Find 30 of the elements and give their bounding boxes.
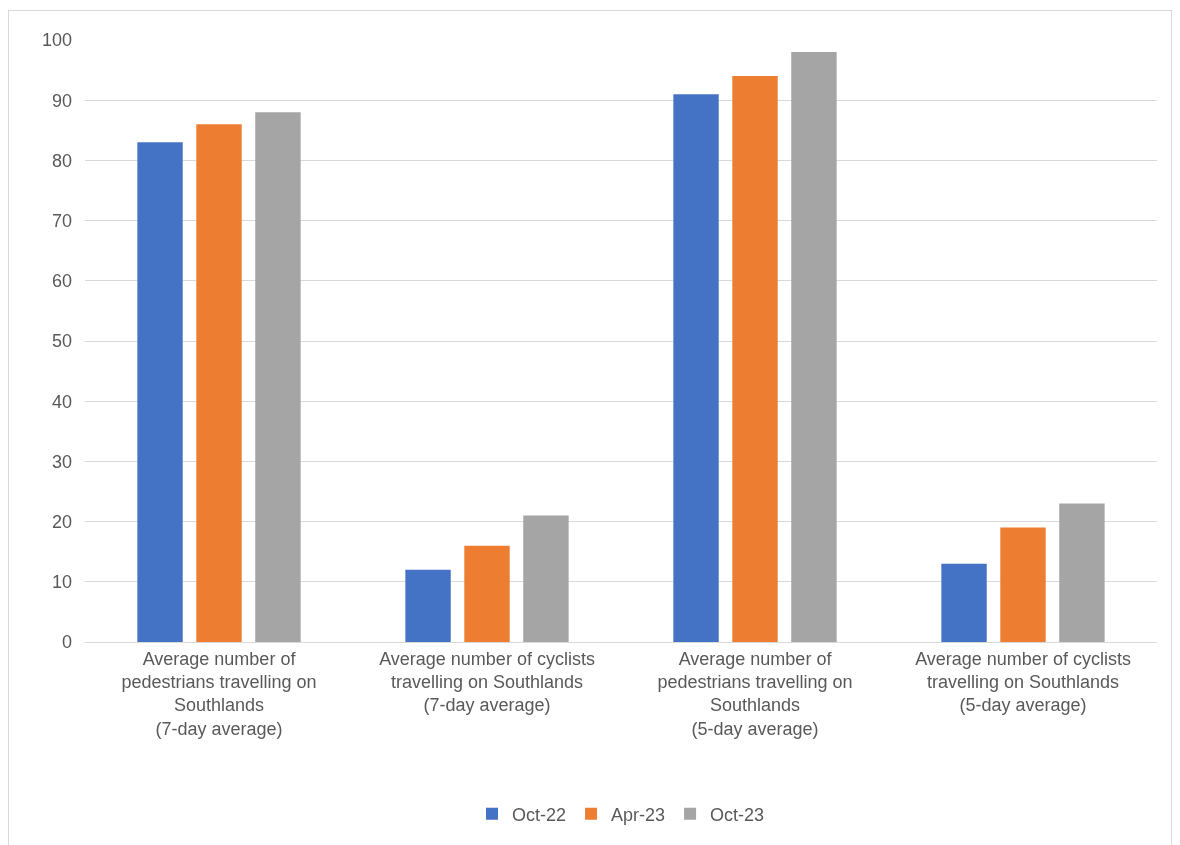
bar (791, 52, 837, 642)
x-tick-label: Average number of pedestrians travelling on Southlands (7-day average) (121, 648, 317, 739)
y-tick-label: 20 (51, 511, 72, 532)
bar (137, 142, 183, 642)
legend-label: Oct-22 (512, 804, 567, 825)
bar (255, 112, 301, 642)
bar (732, 76, 778, 642)
legend-label: Oct-23 (710, 804, 765, 825)
y-tick-label: 100 (41, 30, 72, 51)
y-tick-label: 0 (61, 632, 72, 653)
x-tick-label: Average number of cyclists travelling on Southlands (5-day average) (915, 648, 1131, 716)
bar (405, 569, 451, 642)
bar (1000, 527, 1046, 642)
y-tick-label: 10 (51, 572, 72, 593)
x-tick-label: Average number of cyclists travelling on Southlands (7-day average) (379, 648, 595, 716)
bar (673, 94, 719, 642)
y-tick-label: 90 (51, 90, 72, 111)
bar (523, 515, 569, 642)
y-tick-label: 30 (51, 451, 72, 472)
y-tick-label: 80 (51, 150, 72, 171)
x-tick-label: Average number of pedestrians travelling on Southlands (5-day average) (657, 648, 853, 739)
y-tick-label: 70 (51, 210, 72, 231)
y-tick-label: 50 (51, 331, 72, 352)
y-tick-label: 60 (51, 271, 72, 292)
bar (464, 545, 510, 642)
legend-label: Apr-23 (611, 804, 666, 825)
bar (196, 124, 242, 642)
bar (941, 563, 987, 642)
bar (1059, 503, 1105, 642)
y-tick-label: 40 (51, 391, 72, 412)
